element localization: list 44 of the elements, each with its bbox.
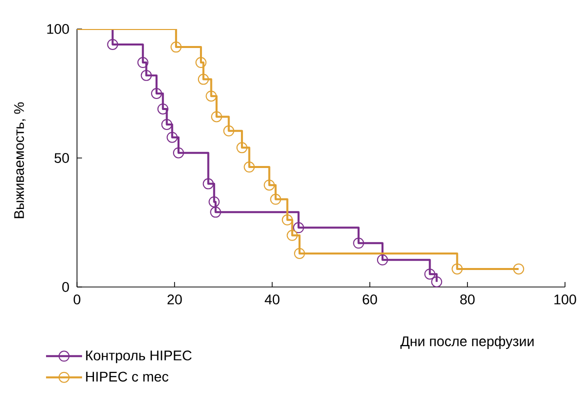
point [264,180,275,191]
y-tick-label: 50 [54,153,69,163]
point [157,103,168,114]
point [223,125,234,136]
y-tick-label: 100 [47,24,69,34]
point [452,263,463,274]
x-tick-label: 0 [74,294,80,304]
point [353,238,364,249]
point [286,230,298,241]
point [236,142,248,154]
point [293,222,304,234]
x-tick-label: 40 [264,294,280,304]
point [140,70,152,81]
legend-label: HIPEC с mec [86,372,168,382]
x-tick-label: 80 [460,294,475,304]
x-tick-label: 100 [554,294,576,304]
point [294,248,306,259]
y-tick-label: 0 [62,282,69,292]
point [270,194,282,205]
point [211,111,222,122]
x-axis-title: Дни после перфузии [400,336,534,349]
point [206,90,217,102]
point [424,268,436,280]
point [198,74,209,85]
legend-label: Контроль HIPEC [86,350,192,364]
point [244,162,255,173]
point [431,276,442,288]
point [195,57,206,68]
point [173,147,184,158]
point [208,196,220,208]
point [376,254,388,266]
x-tick-label: 60 [362,294,378,304]
x-tick-label: 20 [168,294,182,304]
point [513,263,524,274]
point [210,206,222,218]
point [166,132,178,143]
point [107,38,118,50]
y-axis-title: Выживаемость, % [14,102,26,218]
point [151,88,162,99]
point [170,42,182,53]
point [202,178,214,190]
point [137,57,148,68]
point [282,214,293,226]
point [161,118,172,130]
